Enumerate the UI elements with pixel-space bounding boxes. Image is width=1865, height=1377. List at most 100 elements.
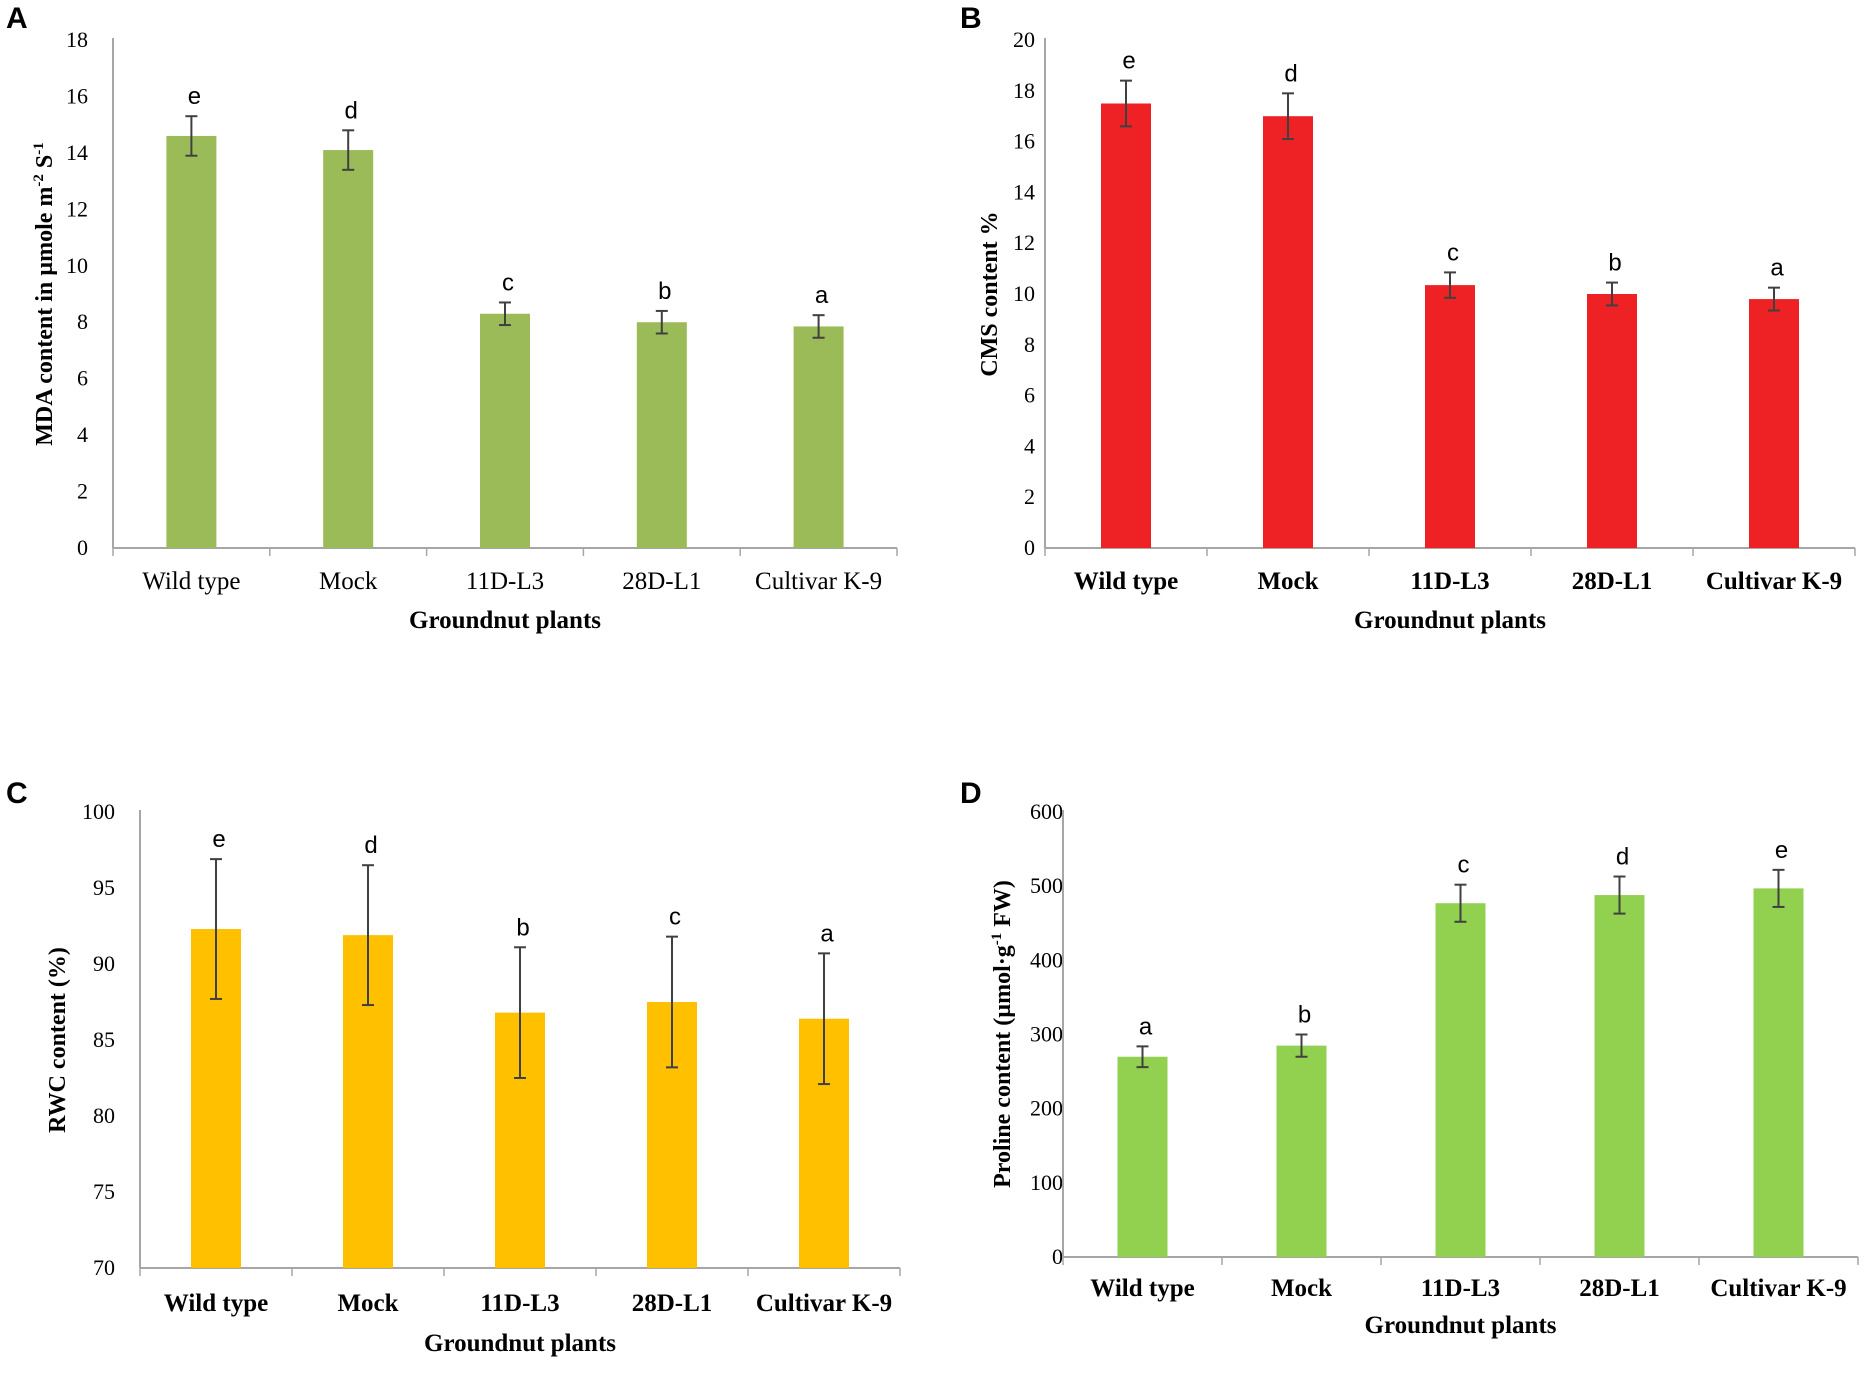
chart-panel-c: C 70 75 80 85 90 95 100 e Wild type d Mock b 11D-L3 c 2…: [6, 777, 901, 1357]
x-tick-label: Cultivar K-9: [1706, 568, 1842, 595]
x-tick-label: Mock: [1271, 1275, 1332, 1302]
significance-label: c: [1447, 239, 1459, 266]
chart-panel-d: D 0 100 200 300 400 500 600 a Wild type b Mock c 11D-…: [960, 777, 1859, 1339]
significance-label: a: [1139, 1013, 1153, 1040]
y-tick-label: 4: [1024, 433, 1035, 458]
bar: [1425, 285, 1475, 548]
y-tick-label: 100: [1030, 1170, 1063, 1195]
panel-letter: D: [960, 777, 982, 810]
y-axis-title-text: Proline content (µmol·g: [990, 945, 1016, 1188]
y-tick-label: 8: [77, 309, 88, 334]
x-tick-label: Wild type: [164, 1290, 268, 1317]
significance-label: c: [669, 904, 681, 931]
significance-label: d: [364, 832, 377, 859]
significance-label: b: [658, 278, 671, 305]
x-tick-label: Mock: [337, 1290, 398, 1317]
y-tick-label: 6: [1024, 383, 1035, 408]
y-axis-title-sup: -1: [31, 142, 47, 155]
y-tick-label: 14: [1013, 179, 1035, 204]
y-tick-label: 90: [93, 951, 115, 976]
significance-label: c: [1458, 852, 1470, 879]
y-tick-label: 85: [93, 1027, 115, 1052]
x-tick-label: Wild type: [1074, 568, 1178, 595]
x-tick-label: 11D-L3: [466, 568, 544, 595]
x-tick-label: 28D-L1: [632, 1290, 713, 1317]
y-tick-label: 100: [82, 799, 115, 824]
x-tick-label: Mock: [319, 568, 378, 595]
y-axis-title-sup: -1: [989, 933, 1005, 946]
chart-panel-b: B 0 2 4 6 8 10 12 14 16 18 20 e Wild type d Mock c 11D-L3…: [960, 2, 1856, 634]
panel-letter: C: [6, 777, 28, 810]
y-tick-label: 8: [1024, 332, 1035, 357]
significance-label: d: [345, 97, 358, 124]
y-tick-label: 12: [1013, 230, 1035, 255]
y-tick-label: 6: [77, 366, 88, 391]
x-axis-title: Groundnut plants: [424, 1330, 616, 1357]
y-tick-label: 95: [93, 875, 115, 900]
y-tick-label: 18: [1013, 78, 1035, 103]
significance-label: a: [815, 282, 829, 309]
x-axis-title: Groundnut plants: [1365, 1312, 1557, 1339]
x-axis-title: Groundnut plants: [409, 607, 601, 634]
bar: [1276, 1045, 1327, 1257]
y-tick-label: 4: [77, 422, 88, 447]
y-axis-title-text: MDA content in µmole m: [32, 187, 58, 446]
significance-label: e: [188, 83, 201, 110]
y-axis-title-text: CMS content %: [977, 211, 1003, 376]
significance-label: b: [1298, 1002, 1311, 1029]
y-axis-title-sup: -2: [31, 174, 47, 187]
x-tick-label: 28D-L1: [1579, 1275, 1660, 1302]
y-tick-label: 400: [1030, 947, 1063, 972]
y-axis-title-text: FW): [990, 880, 1016, 933]
bar: [793, 326, 844, 548]
x-tick-label: Cultivar K-9: [755, 568, 882, 595]
bar: [1753, 888, 1804, 1257]
y-tick-label: 500: [1030, 873, 1063, 898]
y-tick-label: 14: [66, 140, 88, 165]
y-tick-label: 0: [1024, 535, 1035, 560]
bar: [1594, 895, 1645, 1257]
significance-label: c: [502, 269, 514, 296]
y-tick-label: 2: [1024, 484, 1035, 509]
significance-label: d: [1284, 60, 1297, 87]
y-tick-label: 70: [93, 1255, 115, 1280]
y-tick-label: 600: [1030, 799, 1063, 824]
x-tick-label: 28D-L1: [622, 568, 701, 595]
x-tick-label: 28D-L1: [1572, 568, 1653, 595]
bar: [480, 313, 530, 548]
bar: [1749, 299, 1799, 548]
y-tick-label: 10: [1013, 281, 1035, 306]
x-tick-label: Mock: [1257, 568, 1318, 595]
y-axis-title: MDA content in µmole m-2 S-1: [31, 142, 58, 445]
bar: [1101, 103, 1151, 548]
y-axis-title: Proline content (µmol·g-1 FW): [989, 880, 1016, 1188]
y-tick-label: 2: [77, 479, 88, 504]
bar: [323, 150, 374, 549]
significance-label: b: [516, 914, 529, 941]
significance-label: e: [1122, 48, 1135, 75]
x-axis-title: Groundnut plants: [1354, 607, 1546, 634]
significance-label: e: [212, 826, 225, 853]
x-tick-label: 11D-L3: [1421, 1275, 1500, 1302]
bar: [1587, 294, 1637, 548]
significance-label: b: [1608, 250, 1621, 277]
x-tick-label: Cultivar K-9: [756, 1290, 892, 1317]
y-tick-label: 0: [1052, 1244, 1063, 1269]
y-tick-label: 10: [66, 253, 88, 278]
x-tick-label: 11D-L3: [1410, 568, 1489, 595]
chart-panel-a: A 0 2 4 6 8 10 12 14 16 18 e Wild type d Mock c 11D-L3 b 2…: [6, 2, 898, 634]
bar: [1435, 903, 1486, 1257]
x-tick-label: Wild type: [1090, 1275, 1194, 1302]
y-tick-label: 200: [1030, 1096, 1063, 1121]
bar: [166, 135, 217, 548]
y-tick-label: 300: [1030, 1022, 1063, 1047]
y-tick-label: 16: [66, 83, 88, 108]
y-axis-title: CMS content %: [977, 211, 1003, 376]
y-axis-title-text: S: [32, 155, 58, 174]
bar: [1263, 116, 1313, 548]
panel-letter: B: [960, 2, 982, 35]
y-tick-label: 80: [93, 1103, 115, 1128]
x-tick-label: 11D-L3: [480, 1290, 559, 1317]
significance-label: a: [1770, 255, 1784, 282]
